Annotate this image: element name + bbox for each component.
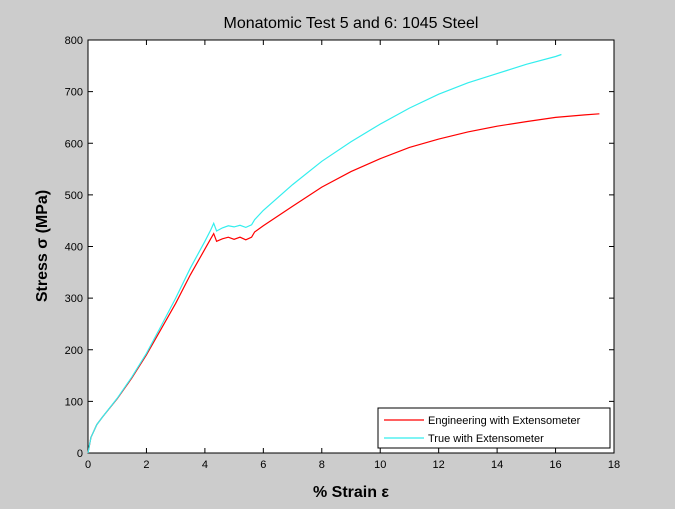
series-line-true <box>87 53 562 454</box>
y-tick-label: 200 <box>65 345 83 357</box>
series-layer <box>87 53 600 454</box>
axis-ticks: 0 2 4 6 8 10 12 14 16 18 0 100 200 300 400 500 600 700 800 <box>65 35 620 471</box>
plot-area <box>87 39 615 454</box>
x-tick-label: 2 <box>143 459 149 471</box>
legend-label-true: True with Extensometer <box>428 433 544 445</box>
y-tick-label: 100 <box>65 396 83 408</box>
y-axis-label: Stress σ (MPa) <box>34 190 51 302</box>
x-tick-label: 4 <box>202 459 208 471</box>
y-tick-label: 0 <box>77 448 83 460</box>
x-tick-label: 8 <box>319 459 325 471</box>
x-tick-label: 0 <box>85 459 91 471</box>
chart-title: Monatomic Test 5 and 6: 1045 Steel <box>224 15 479 32</box>
x-tick-label: 6 <box>260 459 266 471</box>
x-tick-label: 18 <box>608 459 620 471</box>
legend: Engineering with Extensometer True with … <box>377 407 611 449</box>
y-tick-label: 700 <box>65 87 83 99</box>
x-tick-label: 14 <box>491 459 503 471</box>
series-line-engineering <box>87 113 600 454</box>
x-tick-label: 16 <box>549 459 561 471</box>
x-tick-label: 12 <box>433 459 445 471</box>
y-tick-label: 400 <box>65 242 83 254</box>
y-tick-label: 300 <box>65 293 83 305</box>
y-tick-label: 500 <box>65 190 83 202</box>
legend-box <box>377 407 611 449</box>
y-tick-label: 600 <box>65 138 83 150</box>
y-tick-label: 800 <box>65 35 83 47</box>
legend-label-engineering: Engineering with Extensometer <box>428 415 581 427</box>
x-tick-label: 10 <box>374 459 386 471</box>
x-axis-label: % Strain ε <box>313 484 389 501</box>
